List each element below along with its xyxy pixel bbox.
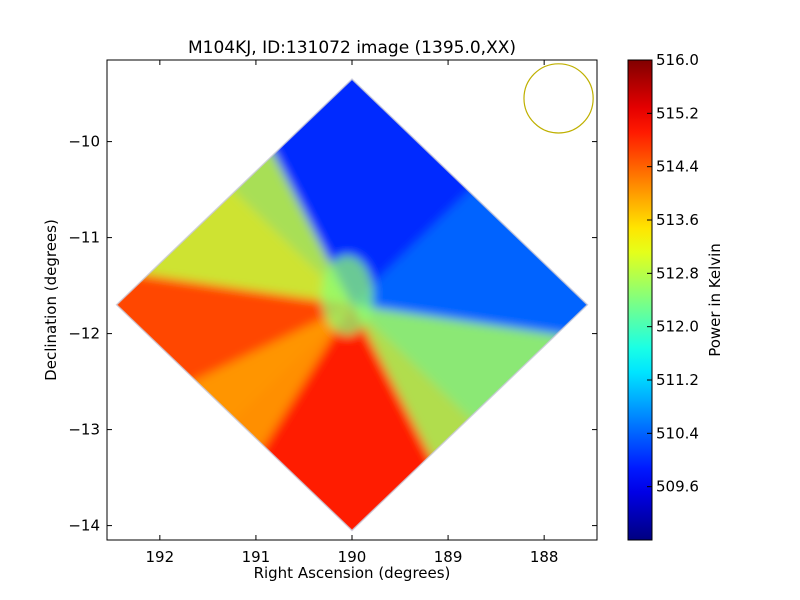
- y-axis: −10 −11 −12 −13 −14: [68, 133, 597, 535]
- y-tick-label: −13: [68, 421, 100, 439]
- colorbar-tick-label: 512.8: [656, 264, 699, 282]
- y-axis-label: Declination (degrees): [42, 219, 60, 381]
- x-tick-label: 192: [146, 548, 175, 566]
- x-axis-label: Right Ascension (degrees): [254, 564, 451, 582]
- x-tick-label: 191: [242, 548, 271, 566]
- colorbar-tick-label: 509.6: [656, 478, 699, 496]
- colorbar: 516.0 515.2 514.4 513.6 512.8 512.0 511.2 510.4…: [627, 51, 724, 541]
- y-tick-label: −14: [68, 517, 100, 535]
- chart-title: M104KJ, ID:131072 image (1395.0,XX): [188, 38, 516, 58]
- x-tick-label: 189: [434, 548, 463, 566]
- colorbar-tick-label: 516.0: [656, 51, 699, 69]
- y-tick-label: −12: [68, 325, 100, 343]
- colorbar-tick-label: 510.4: [656, 424, 699, 442]
- footprint-edge: [115, 78, 589, 532]
- colorbar-tick-label: 513.6: [656, 211, 699, 229]
- colorbar-ticks: 516.0 515.2 514.4 513.6 512.8 512.0 511.2 510.4…: [647, 51, 699, 496]
- x-tick-label: 190: [338, 548, 367, 566]
- colorbar-scale: [628, 60, 652, 540]
- colorbar-tick-label: 512.0: [656, 318, 699, 336]
- heat-region-centre: [321, 255, 374, 336]
- beam-circle: [523, 63, 594, 134]
- colorbar-tick-label: 514.4: [656, 158, 699, 176]
- x-tick-label: 188: [530, 548, 559, 566]
- y-tick-label: −10: [68, 133, 100, 151]
- colorbar-tick-label: 511.2: [656, 371, 699, 389]
- x-axis: 192 191 190 189 188: [146, 60, 559, 566]
- colorbar-tick-label: 515.2: [656, 104, 699, 122]
- y-tick-label: −11: [68, 229, 100, 247]
- colorbar-frame: [627, 59, 653, 541]
- colorbar-label: Power in Kelvin: [706, 243, 724, 357]
